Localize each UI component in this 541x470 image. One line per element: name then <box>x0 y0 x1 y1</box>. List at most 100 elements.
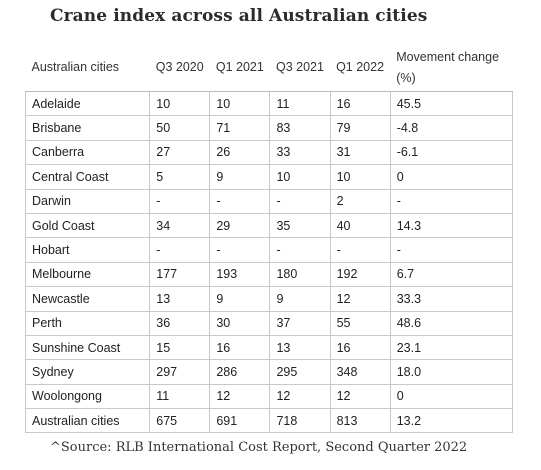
cell-q1-2021: 9 <box>209 164 271 190</box>
cell-city: Sydney <box>24 359 151 385</box>
cell-movement-change: 45.5 <box>389 90 514 117</box>
cell-q1-2021: 30 <box>209 310 271 336</box>
cell-city: Newcastle <box>24 286 151 312</box>
cell-q1-2021: 10 <box>209 90 271 117</box>
movement-change-unit: (%) <box>396 70 416 85</box>
cell-q3-2020: 36 <box>149 310 211 336</box>
cell-q3-2021: 33 <box>269 139 331 166</box>
cell-q3-2020: 10 <box>149 90 211 117</box>
cell-movement-change: 48.6 <box>389 310 514 336</box>
cell-q3-2021: 295 <box>269 359 331 385</box>
cell-q1-2021: 71 <box>209 115 271 141</box>
table-row: Woolongong 11 12 12 12 0 <box>24 383 514 410</box>
cell-q1-2022: 2 <box>329 188 391 214</box>
cell-q3-2020: 5 <box>149 164 211 190</box>
cell-q3-2020: 177 <box>149 261 211 288</box>
cell-q1-2021: 691 <box>209 408 271 434</box>
column-header-city: Australian cities <box>25 44 150 92</box>
cell-movement-change: 18.0 <box>389 359 514 385</box>
table-row: Melbourne 177 193 180 192 6.7 <box>24 261 514 288</box>
cell-q3-2021: 180 <box>269 261 331 288</box>
table-title: Crane index across all Australian cities <box>50 6 428 26</box>
cell-q1-2022: 348 <box>329 359 391 385</box>
cell-q3-2021: 10 <box>269 164 331 190</box>
cell-q1-2021: 29 <box>209 212 271 239</box>
cell-q3-2020: 297 <box>149 359 211 385</box>
column-header-q1-2021: Q1 2021 <box>209 44 270 92</box>
cell-q3-2021: 11 <box>269 90 331 117</box>
cell-movement-change: 13.2 <box>389 408 514 434</box>
cell-city: Woolongong <box>24 383 151 410</box>
crane-index-table: Australian cities Q3 2020 Q1 2021 Q3 202… <box>24 44 514 434</box>
table-row: Newcastle 13 9 9 12 33.3 <box>24 286 514 312</box>
cell-q1-2022: 12 <box>329 286 391 312</box>
cell-movement-change: 0 <box>389 164 514 190</box>
cell-q3-2020: 50 <box>149 115 211 141</box>
cell-movement-change: 33.3 <box>389 286 514 312</box>
cell-q1-2021: 9 <box>209 286 271 312</box>
cell-movement-change: 23.1 <box>389 334 514 361</box>
cell-movement-change: - <box>389 237 514 263</box>
table-row: Perth 36 30 37 55 48.6 <box>24 310 514 336</box>
movement-change-label: Movement change <box>396 49 500 64</box>
table-row: Central Coast 5 9 10 10 0 <box>24 164 514 190</box>
table-row: Canberra 27 26 33 31 -6.1 <box>24 139 514 166</box>
table-row: Brisbane 50 71 83 79 -4.8 <box>24 115 514 141</box>
table-row: Gold Coast 34 29 35 40 14.3 <box>24 212 514 239</box>
cell-city: Brisbane <box>24 115 151 141</box>
table-row: Sunshine Coast 15 16 13 16 23.1 <box>24 334 514 361</box>
column-header-q3-2021: Q3 2021 <box>269 44 331 92</box>
cell-q3-2020: 27 <box>149 139 211 166</box>
cell-city: Perth <box>24 310 151 336</box>
cell-q3-2020: 13 <box>149 286 211 312</box>
cell-q1-2022: 12 <box>329 383 391 410</box>
cell-movement-change: - <box>389 188 514 214</box>
column-header-q1-2022: Q1 2022 <box>330 44 391 92</box>
cell-movement-change: -6.1 <box>389 139 514 166</box>
cell-q1-2022: 55 <box>329 310 391 336</box>
cell-city: Gold Coast <box>24 212 151 239</box>
cell-q1-2021: 193 <box>209 261 271 288</box>
cell-q3-2021: 37 <box>269 310 331 336</box>
cell-city: Australian cities <box>24 408 151 434</box>
cell-q1-2022: 10 <box>329 164 391 190</box>
table-header-row: Australian cities Q3 2020 Q1 2021 Q3 202… <box>25 44 513 92</box>
cell-city: Sunshine Coast <box>24 334 151 361</box>
cell-q1-2022: - <box>329 237 391 263</box>
cell-city: Adelaide <box>24 90 151 117</box>
table-row: Darwin - - -2- <box>24 188 514 214</box>
cell-q3-2021: 718 <box>269 408 331 434</box>
cell-city: Darwin <box>24 188 151 214</box>
cell-movement-change: 6.7 <box>389 261 514 288</box>
cell-q1-2022: 192 <box>329 261 391 288</box>
table-row: Hobart - - - - - <box>24 237 514 263</box>
cell-city: Central Coast <box>24 164 151 190</box>
cell-q1-2021: - <box>209 188 271 214</box>
table-row: Sydney 297 286 295 348 18.0 <box>24 359 514 385</box>
column-header-movement-change: Movement change (%) <box>390 44 513 92</box>
cell-q3-2020: 11 <box>149 383 211 410</box>
cell-q3-2020: 675 <box>149 408 211 434</box>
cell-movement-change: -4.8 <box>389 115 514 141</box>
cell-city: Hobart <box>24 237 151 263</box>
cell-q3-2021: 83 <box>269 115 331 141</box>
cell-q3-2021: 13 <box>269 334 331 361</box>
cell-q3-2020: 15 <box>149 334 211 361</box>
cell-q1-2021: 12 <box>209 383 271 410</box>
table-row: Australian cities 675 691 718 813 13.2 <box>24 408 514 434</box>
cell-q3-2021: - <box>269 237 331 263</box>
cell-q3-2021: 35 <box>269 212 331 239</box>
cell-q3-2021: - <box>269 188 331 214</box>
cell-city: Melbourne <box>24 261 151 288</box>
cell-q1-2021: 16 <box>209 334 271 361</box>
cell-q1-2021: 286 <box>209 359 271 385</box>
table-body: Adelaide 10 10 11 16 45.5 Brisbane 50 71 83 79 -4.8… <box>24 90 514 434</box>
cell-movement-change: 14.3 <box>389 212 514 239</box>
cell-q1-2022: 31 <box>329 139 391 166</box>
cell-q3-2020: - <box>149 237 211 263</box>
cell-q1-2021: 26 <box>209 139 271 166</box>
cell-q1-2022: 813 <box>329 408 391 434</box>
cell-q1-2022: 16 <box>329 90 391 117</box>
cell-movement-change: 0 <box>389 383 514 410</box>
table-row: Adelaide 10 10 11 16 45.5 <box>24 90 514 117</box>
